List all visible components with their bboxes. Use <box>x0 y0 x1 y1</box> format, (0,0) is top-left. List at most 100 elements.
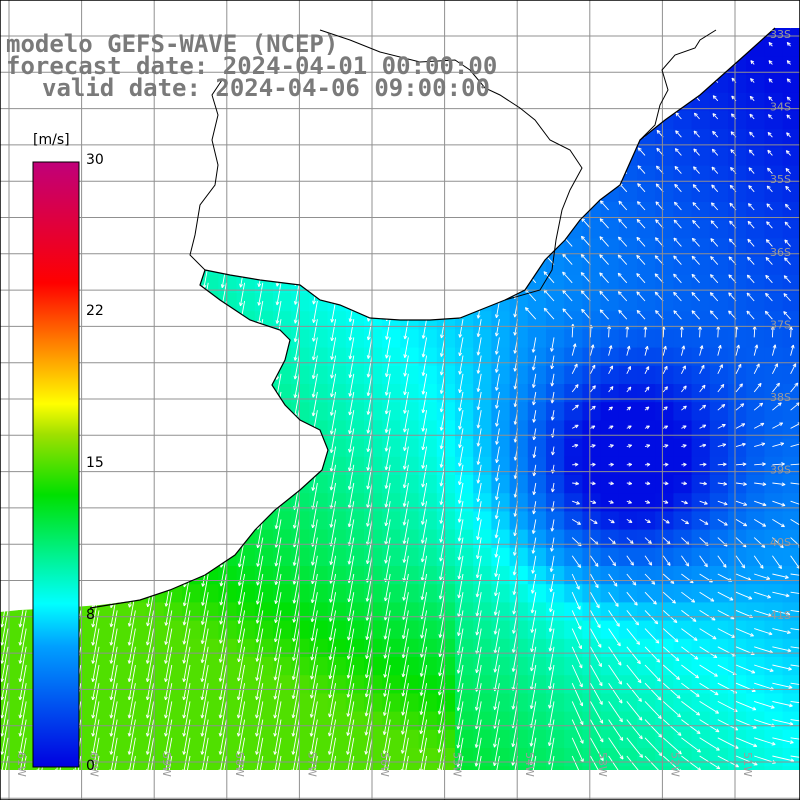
wind-vector <box>275 209 282 231</box>
field-cell <box>491 183 511 203</box>
field-cell <box>473 183 492 203</box>
field-cell <box>218 347 238 367</box>
field-cell <box>400 475 420 494</box>
wind-vector <box>365 774 372 800</box>
wind-vector <box>347 537 355 565</box>
field-cell <box>473 365 492 385</box>
field-cell <box>418 147 438 167</box>
wind-vector <box>182 628 191 664</box>
field-cell <box>418 274 438 294</box>
field-cell <box>163 311 183 330</box>
field-cell <box>473 438 492 458</box>
wind-vector <box>147 300 155 328</box>
field-cell <box>418 183 438 203</box>
wind-vector <box>292 501 300 529</box>
wind-vector <box>1 282 9 312</box>
field-cell <box>309 238 329 258</box>
field-cell <box>564 748 583 767</box>
field-cell <box>109 347 128 367</box>
wind-vector <box>676 76 682 83</box>
field-cell <box>91 238 110 258</box>
wind-vector <box>2 100 9 126</box>
wind-vector <box>694 59 700 65</box>
field-cell <box>345 438 365 458</box>
wind-vector <box>364 664 373 698</box>
field-cell <box>527 675 547 694</box>
field-cell <box>236 584 256 603</box>
field-cell <box>327 493 347 512</box>
field-cell <box>709 693 729 713</box>
field-cell <box>564 347 583 367</box>
wind-vector <box>184 319 191 345</box>
field-cell <box>382 293 401 312</box>
field-cell <box>127 657 147 676</box>
wind-vector <box>183 355 191 383</box>
field-cell <box>254 256 274 276</box>
field-cell <box>600 493 620 512</box>
field-cell <box>400 675 420 694</box>
field-cell <box>145 183 165 203</box>
field-cell <box>691 456 711 476</box>
wind-vector <box>221 137 227 158</box>
field-cell <box>473 766 492 770</box>
field-cell <box>218 183 238 203</box>
field-cell <box>145 420 165 440</box>
wind-vector <box>422 28 428 41</box>
field-cell <box>145 220 165 239</box>
wind-vector <box>620 57 628 65</box>
wind-vector <box>348 373 355 397</box>
wind-vector <box>183 464 191 494</box>
wind-vector <box>328 646 337 680</box>
wind-vector <box>602 57 609 65</box>
field-cell <box>200 384 219 403</box>
wind-vector <box>365 628 373 660</box>
wind-vector <box>129 300 136 328</box>
wind-vector <box>146 501 155 533</box>
wind-vector <box>293 464 300 492</box>
colorbar-tick-0: 0 <box>86 758 95 774</box>
field-cell <box>509 238 529 258</box>
wind-vector <box>330 246 337 267</box>
field-cell <box>582 675 602 694</box>
field-cell <box>109 365 128 385</box>
field-cell <box>145 111 165 130</box>
wind-vector <box>0 573 9 610</box>
wind-vector <box>275 246 282 268</box>
wind-vector <box>294 173 300 193</box>
field-cell <box>182 147 201 167</box>
wind-vector <box>20 137 27 163</box>
wind-vector <box>404 28 409 41</box>
field-cell <box>91 183 110 203</box>
field-cell <box>91 475 110 494</box>
wind-vector <box>165 355 173 383</box>
field-cell <box>655 493 674 512</box>
field-cell <box>546 657 565 676</box>
field-cell <box>218 529 238 549</box>
wind-vector <box>18 482 27 517</box>
wind-vector <box>75 100 82 124</box>
wind-vector <box>602 75 609 83</box>
field-cell <box>236 438 256 458</box>
wind-vector <box>565 56 573 65</box>
field-cell <box>546 183 565 203</box>
wind-vector <box>127 737 136 770</box>
wind-vector <box>91 628 100 664</box>
wind-vector <box>581 182 591 193</box>
field-cell <box>309 620 329 640</box>
field-cell <box>491 620 511 640</box>
field-cell <box>618 456 638 476</box>
field-cell <box>418 584 438 603</box>
field-cell <box>546 566 565 585</box>
wind-vector <box>403 191 409 209</box>
field-cell <box>364 766 383 770</box>
field-cell <box>218 274 238 294</box>
wind-vector <box>148 118 155 141</box>
wind-vector <box>183 410 191 439</box>
wind-vector <box>239 191 246 213</box>
wind-vector <box>422 100 428 116</box>
wind-vector <box>385 337 391 359</box>
wind-vector <box>20 82 27 107</box>
field-cell <box>309 384 329 403</box>
wind-vector <box>525 234 537 247</box>
wind-vector <box>528 38 537 47</box>
